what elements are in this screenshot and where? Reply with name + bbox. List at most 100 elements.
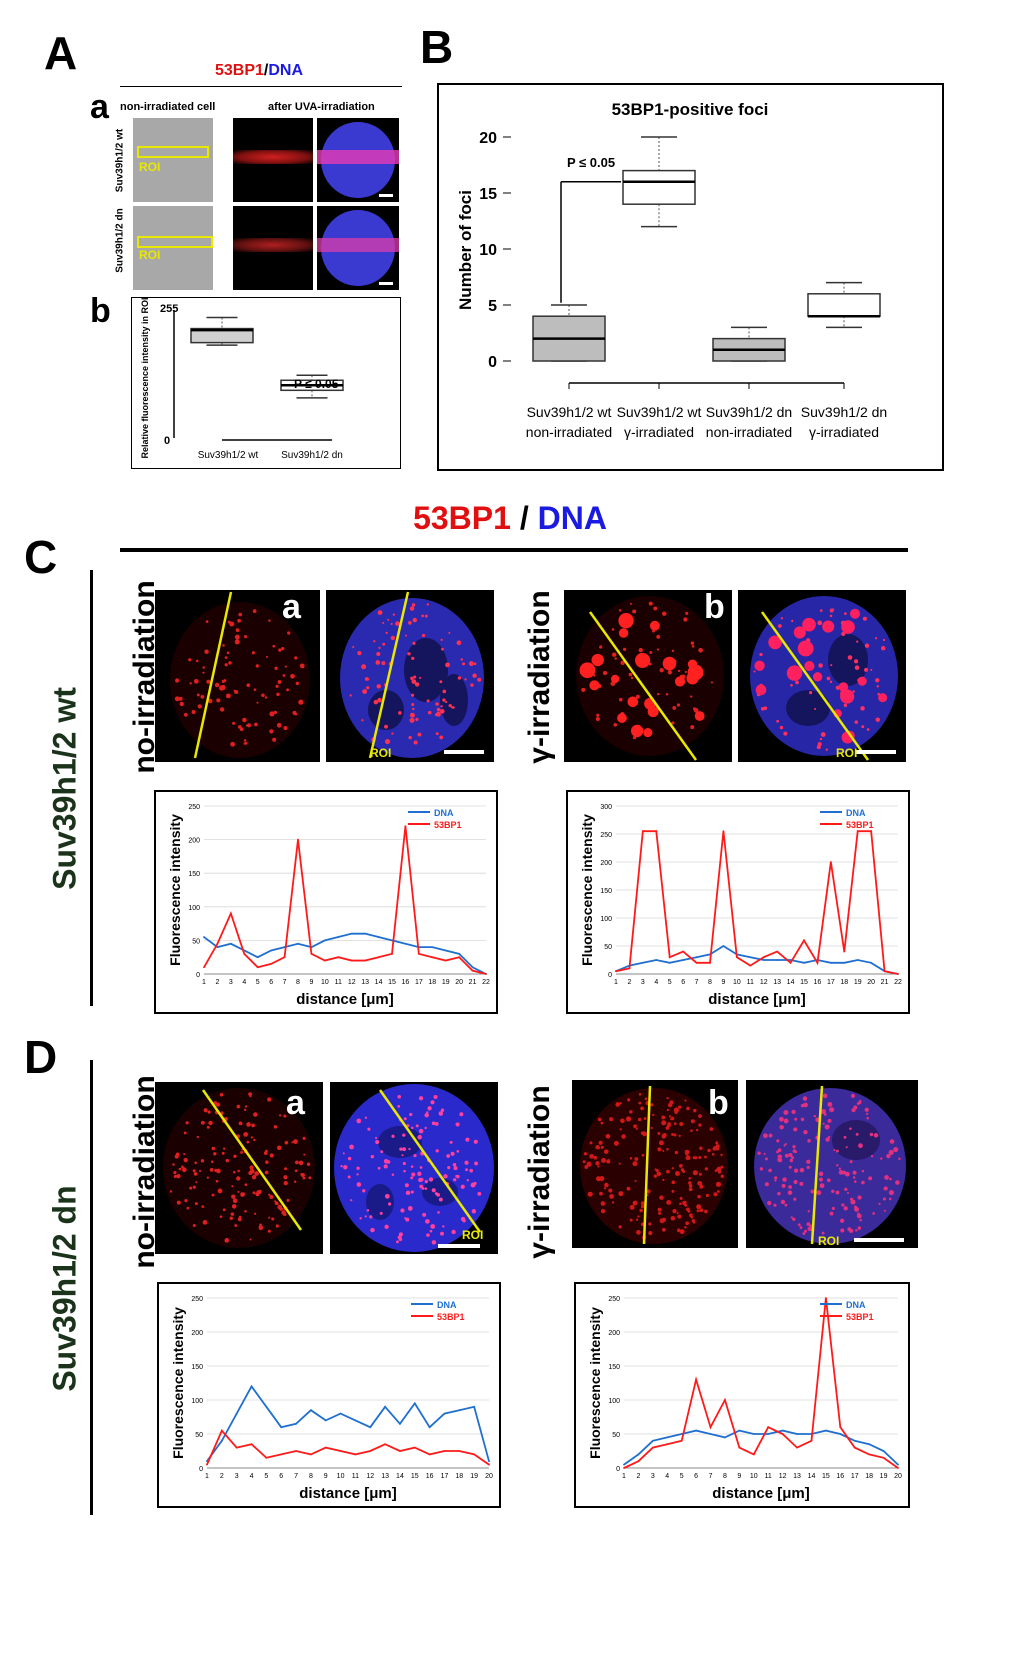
data-point [473,1405,476,1408]
focus-dot [698,1155,702,1160]
focus-dot [799,1181,804,1186]
x-tick-label: 16 [814,979,822,986]
focus-dot [356,1118,362,1124]
focus-dot [453,1178,457,1182]
d-img-letter-b: b [708,1084,729,1122]
focus-dot [243,1132,249,1137]
focus-dot [234,634,240,640]
focus-dot [268,1193,271,1196]
focus-dot [215,1179,219,1183]
data-point [310,952,313,955]
focus-dot [465,1168,468,1172]
focus-dot [893,1146,899,1153]
focus-dot [405,1190,411,1196]
focus-dot [410,1126,414,1130]
focus-dot [183,1152,186,1156]
x-tick-label: 6 [694,1473,698,1480]
focus-dot [408,735,412,740]
foci-boxplot-svg: 53BP1-positive foci Number of foci 0 5 10 15 2… [456,100,887,440]
focus-dot [179,701,184,707]
focus-dot [698,1114,702,1118]
focus-dot [717,1183,721,1187]
focus-dot [802,1232,806,1235]
focus-dot [793,1127,798,1132]
x-tick-label: 8 [296,979,300,986]
focus-dot [821,1231,825,1235]
focus-dot [206,1125,210,1129]
focus-dot [244,1105,248,1108]
x-tick-label: 13 [361,979,369,986]
foci-dots [340,1094,482,1245]
roi-label: ROI [139,248,161,262]
x-tick-label: 9 [324,1473,328,1480]
focus-dot [274,666,278,670]
data-point [391,939,393,942]
focus-dot [643,1117,647,1120]
focus-dot [830,664,833,667]
focus-dot [441,647,444,651]
focus-dot [448,704,452,708]
x-tick-label-line2: non-irradiated [526,424,612,440]
focus-dot [598,1140,603,1145]
focus-dot [793,1179,798,1185]
focus-dot [807,1226,812,1232]
focus-dot [593,1155,598,1160]
focus-dot [412,641,416,645]
focus-dot [292,675,295,678]
focus-dot [252,609,257,614]
focus-dot [850,1199,856,1205]
focus-dot [174,696,180,702]
focus-dot [229,1216,233,1220]
focus-dot [857,676,867,686]
focus-dot [221,1151,225,1155]
roi-line [368,591,410,759]
x-tick-label: 14 [375,979,383,986]
focus-dot [662,656,677,671]
x-tick-label: 15 [822,1473,830,1480]
focus-dot [707,1148,711,1153]
focus-dot [799,1226,803,1229]
focus-dot [633,1124,638,1129]
focus-dot [792,1145,796,1149]
focus-dot [620,1118,625,1124]
focus-dot [658,1211,662,1215]
focus-dot [203,1108,208,1113]
focus-dot [825,748,829,751]
focus-dot [282,1212,287,1217]
x-tick-label: 1 [205,1473,209,1480]
x-tick-label: 14 [787,979,795,986]
data-point [485,973,487,975]
y-tick-label: 300 [600,804,612,811]
focus-dot [207,698,213,704]
focus-dot [665,1126,670,1130]
focus-dot [621,1134,626,1139]
x-tick-label: 10 [337,1473,345,1480]
scale-bar [856,750,896,754]
focus-dot [784,1143,787,1146]
focus-dot [847,1227,852,1232]
focus-dot [666,1097,669,1100]
data-point [458,1409,461,1412]
focus-dot [269,1194,274,1200]
focus-dot [237,1190,240,1194]
focus-dot [849,1160,853,1164]
data-point [339,1412,342,1415]
data-point [364,959,367,962]
d-a-53bp1-image [155,1082,323,1254]
focus-dot [410,1165,414,1168]
focus-dot [666,1199,672,1205]
data-point [220,1429,223,1432]
focus-dot [195,659,199,663]
x-tick-label: 15 [800,979,808,986]
data-point [280,1453,283,1456]
focus-dot [809,691,813,695]
focus-dot [431,1121,436,1126]
focus-dot [249,1095,252,1098]
focus-dot [641,1153,645,1157]
focus-dot [377,1166,381,1170]
focus-dot [716,1166,722,1172]
data-point [295,1450,297,1452]
data-point [337,956,340,959]
focus-dot [790,683,793,687]
focus-dot [428,1177,434,1182]
